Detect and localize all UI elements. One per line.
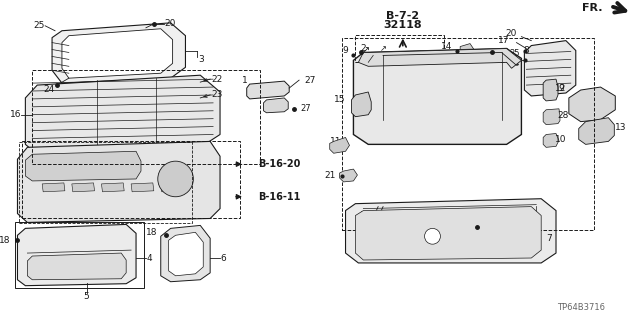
Text: 27: 27 bbox=[300, 104, 310, 113]
Text: 1: 1 bbox=[242, 76, 248, 85]
Text: 7: 7 bbox=[546, 234, 552, 243]
Polygon shape bbox=[355, 207, 541, 260]
Text: 20: 20 bbox=[164, 19, 175, 28]
Text: 22: 22 bbox=[211, 75, 223, 84]
Text: B-7-2: B-7-2 bbox=[387, 11, 419, 21]
Polygon shape bbox=[26, 151, 141, 181]
Polygon shape bbox=[247, 81, 289, 99]
Text: 20: 20 bbox=[505, 29, 516, 38]
Text: ↗: ↗ bbox=[380, 44, 387, 53]
Text: 17: 17 bbox=[498, 36, 509, 45]
Polygon shape bbox=[346, 199, 556, 263]
Polygon shape bbox=[543, 109, 560, 125]
Text: TP64B3716: TP64B3716 bbox=[557, 303, 605, 312]
Polygon shape bbox=[62, 29, 173, 78]
Text: 9: 9 bbox=[558, 84, 564, 93]
Text: B-16-11: B-16-11 bbox=[258, 192, 301, 202]
Text: 8: 8 bbox=[524, 46, 529, 55]
Text: 24: 24 bbox=[509, 59, 520, 68]
Text: 25: 25 bbox=[509, 49, 520, 58]
Circle shape bbox=[158, 161, 193, 197]
Text: 3: 3 bbox=[198, 55, 204, 64]
Text: 18: 18 bbox=[0, 236, 10, 245]
Text: 6: 6 bbox=[220, 254, 226, 263]
Text: 4: 4 bbox=[146, 254, 152, 263]
Text: 15: 15 bbox=[334, 95, 346, 104]
Text: 11: 11 bbox=[330, 137, 342, 146]
Text: 2: 2 bbox=[360, 44, 366, 53]
Text: 19: 19 bbox=[476, 227, 488, 236]
Polygon shape bbox=[52, 23, 186, 83]
Text: 10: 10 bbox=[555, 135, 566, 144]
Polygon shape bbox=[351, 92, 371, 117]
Text: FR.: FR. bbox=[582, 3, 602, 13]
Text: 25: 25 bbox=[33, 21, 45, 30]
Text: 20: 20 bbox=[499, 56, 511, 65]
Text: 12: 12 bbox=[554, 84, 566, 93]
Polygon shape bbox=[543, 134, 559, 147]
Polygon shape bbox=[569, 87, 615, 122]
Text: 16: 16 bbox=[10, 110, 21, 119]
Polygon shape bbox=[72, 183, 95, 192]
Circle shape bbox=[424, 228, 440, 244]
Polygon shape bbox=[353, 48, 522, 145]
Polygon shape bbox=[28, 253, 126, 280]
Text: 18: 18 bbox=[147, 228, 158, 237]
Polygon shape bbox=[17, 141, 220, 222]
Polygon shape bbox=[340, 169, 357, 182]
Text: 14: 14 bbox=[441, 42, 452, 51]
Polygon shape bbox=[161, 226, 210, 282]
Polygon shape bbox=[102, 183, 124, 192]
Polygon shape bbox=[543, 79, 558, 101]
Polygon shape bbox=[460, 44, 474, 57]
Polygon shape bbox=[26, 75, 220, 154]
Text: 28: 28 bbox=[557, 111, 568, 120]
Text: 9: 9 bbox=[343, 46, 349, 55]
Text: ↗: ↗ bbox=[361, 46, 369, 56]
Text: 5: 5 bbox=[84, 292, 90, 301]
Text: 13: 13 bbox=[614, 123, 626, 132]
Text: 21: 21 bbox=[324, 172, 335, 181]
Text: 24: 24 bbox=[44, 85, 54, 93]
Text: B-16-20: B-16-20 bbox=[258, 159, 301, 169]
Text: 26: 26 bbox=[498, 48, 509, 57]
Text: 27: 27 bbox=[304, 76, 316, 85]
Polygon shape bbox=[161, 183, 184, 192]
Polygon shape bbox=[330, 137, 349, 153]
Polygon shape bbox=[264, 98, 288, 113]
Polygon shape bbox=[42, 183, 65, 192]
Text: 32118: 32118 bbox=[383, 20, 422, 30]
Polygon shape bbox=[131, 183, 154, 192]
Polygon shape bbox=[169, 232, 204, 276]
Polygon shape bbox=[524, 41, 576, 96]
Polygon shape bbox=[579, 118, 614, 145]
Text: 23: 23 bbox=[211, 91, 223, 100]
Polygon shape bbox=[17, 224, 136, 286]
Polygon shape bbox=[358, 48, 522, 68]
